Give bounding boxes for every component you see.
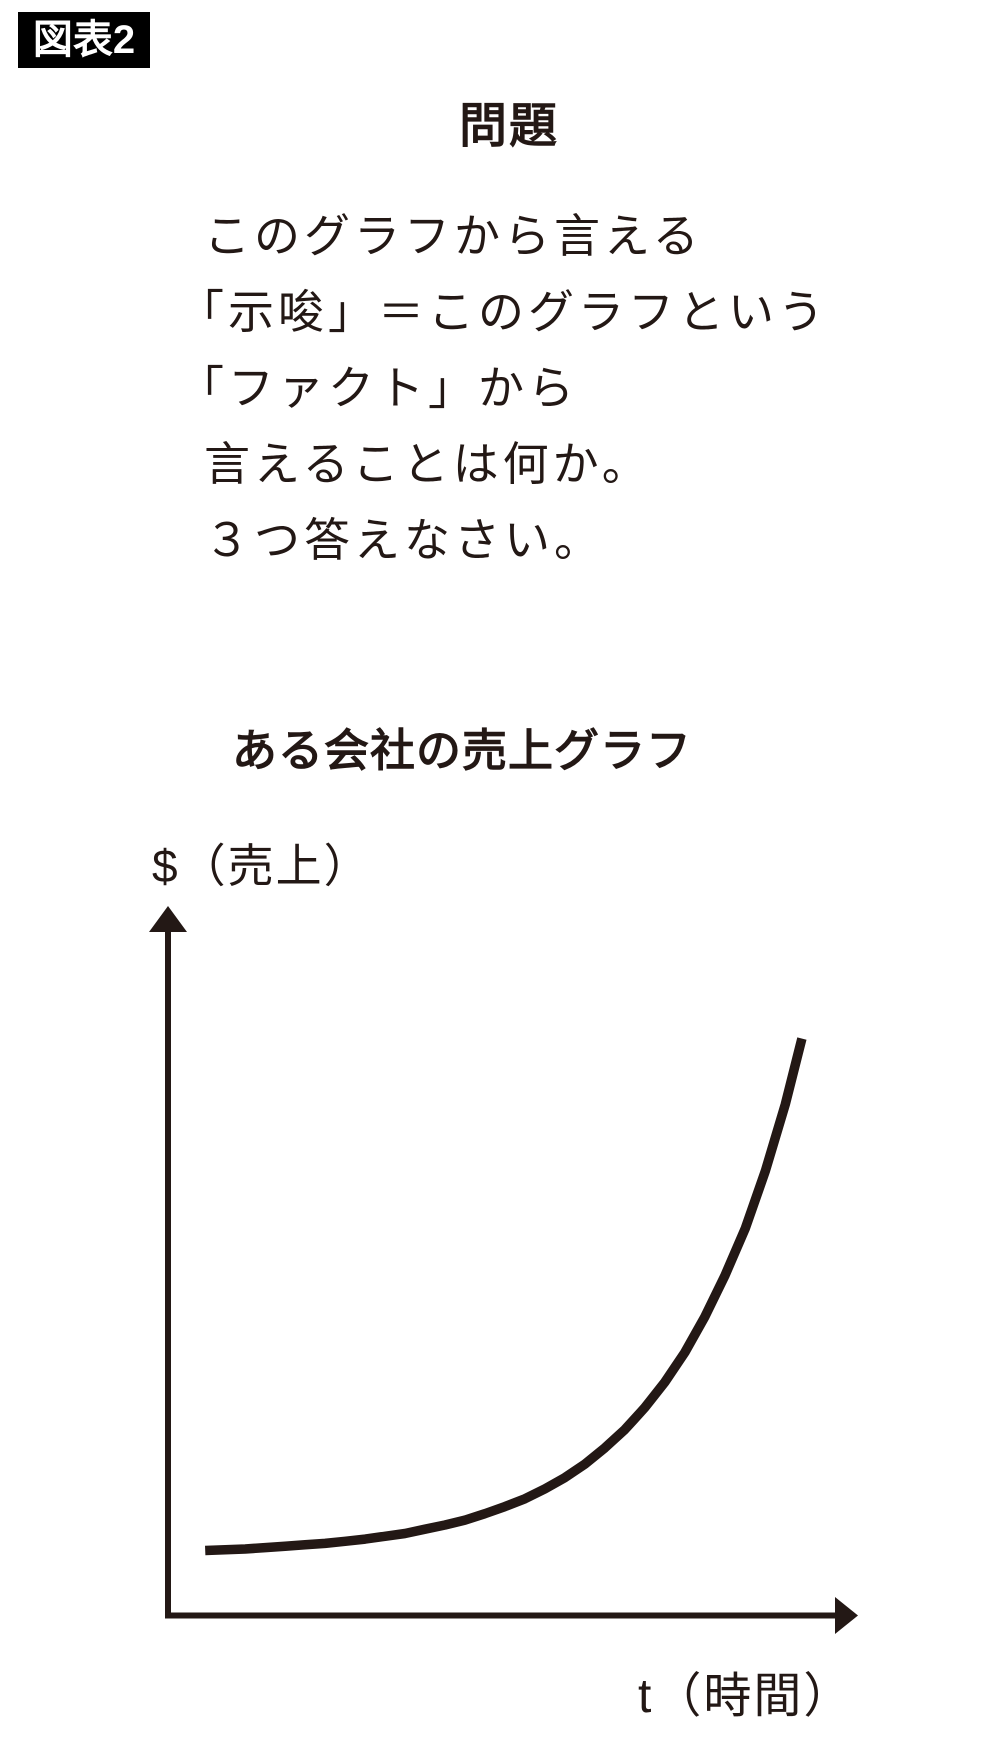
figure-label-text: 図表2: [32, 18, 136, 62]
problem-text-line-4: 言えることは何か。: [204, 438, 652, 490]
sales-chart-svg: [149, 906, 858, 1634]
figure-label-badge: 図表2: [18, 12, 150, 68]
problem-text-line-1: このグラフから言える: [204, 210, 703, 262]
y-axis-arrowhead-icon: [149, 906, 187, 932]
sales-curve: [205, 1037, 807, 1556]
problem-text-line-5: ３つ答えなさい。: [204, 514, 604, 566]
y-axis-label: $（売上）: [152, 840, 372, 892]
problem-text-line-2: 「示唆」＝このグラフという: [178, 286, 828, 338]
problem-text-line-3: 「ファクト」から: [178, 362, 578, 414]
x-axis-label: t（時間）: [638, 1670, 854, 1723]
x-axis-arrowhead-icon: [835, 1597, 858, 1634]
problem-title: 問題: [458, 100, 559, 153]
problem-text-block: このグラフから言える 「示唆」＝このグラフという 「ファクト」から 言えることは…: [178, 198, 828, 578]
chart-title: ある会社の売上グラフ: [231, 725, 692, 776]
